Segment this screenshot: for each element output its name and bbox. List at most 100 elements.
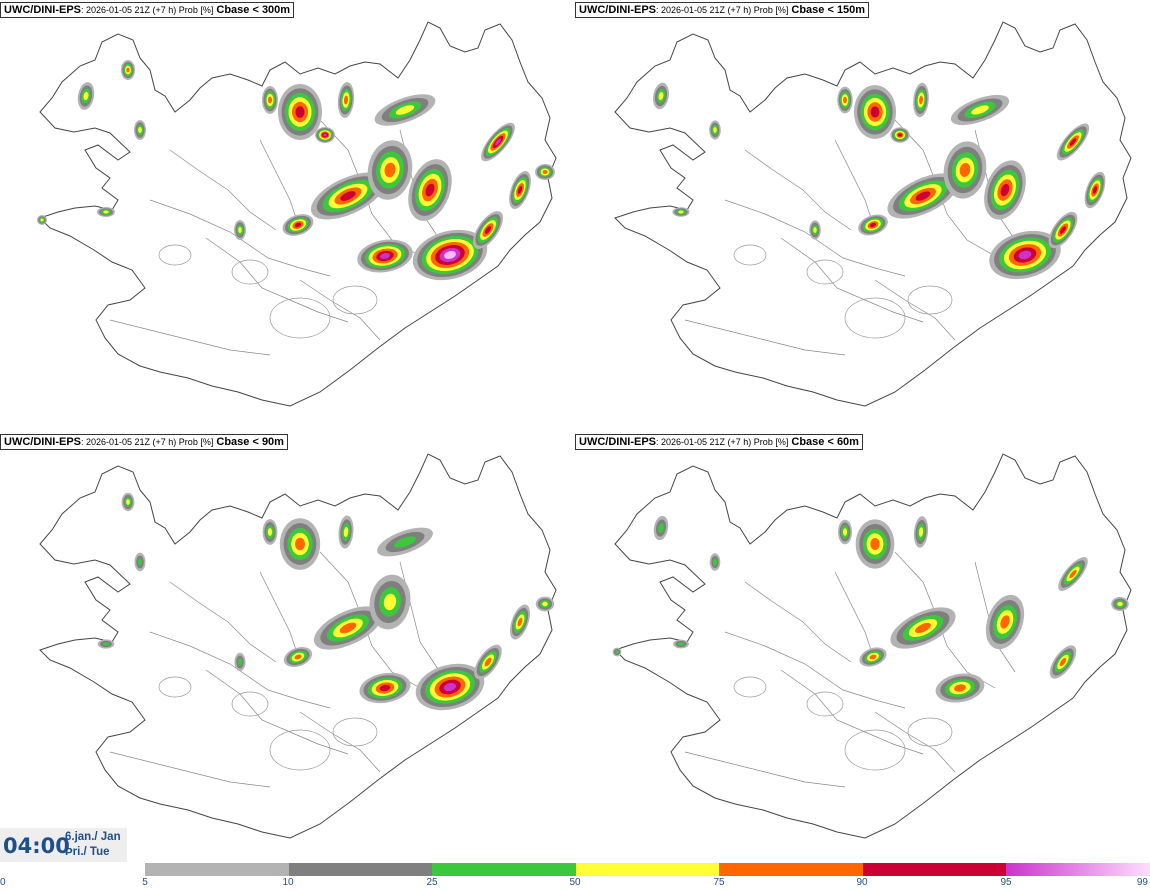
legend-tick: 0: [0, 877, 6, 888]
model-name: UWC/DINI-EPS: [4, 4, 81, 16]
glacier-outline: [269, 729, 331, 771]
border-line: [724, 199, 906, 277]
map-panel-60: UWC/DINI-EPS: 2026-01-05 21Z (+7 h) Prob…: [575, 432, 1150, 862]
prob-contour: [1000, 615, 1010, 629]
model-name: UWC/DINI-EPS: [579, 4, 656, 16]
legend-swatch-90-95: [862, 863, 1007, 876]
basemap: [39, 453, 557, 839]
prob-contour: [425, 183, 435, 197]
panel-title: UWC/DINI-EPS: 2026-01-05 21Z (+7 h) Prob…: [575, 2, 870, 18]
border-line: [834, 571, 876, 663]
border-line: [299, 711, 381, 773]
legend-swatch-10-25: [288, 863, 433, 876]
prob-contour: [294, 654, 302, 660]
border-line: [259, 571, 301, 663]
panel-title: UWC/DINI-EPS: 2026-01-05 21Z (+7 h) Prob…: [575, 434, 863, 450]
glacier-outline: [332, 285, 378, 315]
prob-contour: [870, 106, 880, 118]
legend-swatch-5-10: [145, 863, 289, 876]
prob-contour: [379, 684, 391, 692]
prob-contour: [237, 658, 243, 666]
prob-contour: [915, 622, 931, 634]
variable-label: Cbase < 90m: [216, 436, 284, 448]
prob-contour: [103, 210, 109, 214]
prob-contour: [383, 593, 397, 611]
border-line: [149, 631, 331, 709]
prob-contour: [1018, 250, 1032, 260]
prob-contour: [268, 96, 272, 104]
prob-contour: [384, 162, 396, 178]
prob-contour: [918, 527, 924, 537]
prob-contour: [138, 127, 142, 133]
prob-contour: [954, 684, 966, 692]
border-line: [780, 237, 924, 323]
run-info: : 2026-01-05 21Z (+7 h) Prob [%]: [656, 437, 789, 447]
iceland-map-300: [37, 21, 557, 407]
panel-title: UWC/DINI-EPS: 2026-01-05 21Z (+7 h) Prob…: [0, 434, 288, 450]
prob-contour: [677, 642, 685, 646]
prob-contour: [1059, 226, 1067, 234]
probability-field: [612, 515, 1129, 703]
prob-contour: [971, 105, 989, 115]
glacier-outline: [907, 717, 953, 747]
valid-date: 6.jan./ Jan: [65, 831, 121, 843]
border-line: [874, 711, 956, 773]
border-line: [109, 751, 271, 788]
border-line: [149, 199, 331, 277]
basemap: [614, 21, 1132, 407]
legend-ticks: 0 5 10 25 50 75 90 95 99: [0, 877, 1150, 891]
glacier-outline: [332, 717, 378, 747]
iceland-map-60: [612, 453, 1132, 839]
probability-field: [653, 82, 1106, 280]
coastline: [614, 453, 1132, 839]
variable-label: Cbase < 300m: [216, 4, 291, 16]
probability-field: [97, 492, 555, 711]
prob-contour: [843, 96, 847, 104]
prob-contour: [295, 537, 305, 551]
glacier-outline: [733, 676, 767, 698]
prob-contour: [343, 95, 349, 105]
iceland-map-150: [614, 21, 1132, 407]
legend-tick: 10: [282, 877, 294, 888]
prob-contour: [443, 682, 457, 692]
prob-contour: [40, 218, 44, 222]
prob-contour: [1069, 138, 1077, 146]
run-info: : 2026-01-05 21Z (+7 h) Prob [%]: [656, 5, 789, 15]
prob-contour: [380, 253, 390, 259]
prob-contour: [294, 222, 302, 228]
legend-tick: 95: [1000, 877, 1012, 888]
prob-contour: [238, 227, 242, 233]
legend-tick: 25: [426, 877, 438, 888]
prob-contour: [484, 657, 492, 667]
prob-contour: [813, 227, 817, 233]
prob-contour: [517, 617, 523, 627]
basemap: [39, 21, 557, 407]
prob-contour: [102, 642, 110, 646]
valid-weekday: Þri./ Tue: [65, 846, 110, 858]
prob-contour: [615, 650, 619, 654]
map-panel-150: UWC/DINI-EPS: 2026-01-05 21Z (+7 h) Prob…: [575, 0, 1150, 430]
border-line: [205, 237, 349, 323]
map-panel-300: UWC/DINI-EPS: 2026-01-05 21Z (+7 h) Prob…: [0, 0, 575, 430]
glacier-outline: [269, 297, 331, 339]
prob-contour: [1092, 186, 1098, 194]
prob-contour: [126, 67, 130, 73]
iceland-map-90: [39, 453, 557, 839]
prob-contour: [394, 536, 416, 548]
glacier-outline: [231, 259, 269, 285]
model-name: UWC/DINI-EPS: [4, 436, 81, 448]
prob-contour: [713, 127, 717, 133]
map-panel-90: UWC/DINI-EPS: 2026-01-05 21Z (+7 h) Prob…: [0, 432, 575, 862]
basemap: [614, 453, 1132, 839]
glacier-outline: [158, 676, 192, 698]
legend-tick: 75: [713, 877, 725, 888]
legend-tick: 99: [1136, 877, 1148, 888]
border-line: [780, 669, 924, 755]
border-line: [169, 149, 277, 231]
prob-contour: [323, 133, 327, 137]
border-line: [259, 139, 301, 231]
border-line: [109, 319, 271, 356]
border-line: [169, 581, 277, 663]
prob-contour: [915, 191, 931, 201]
prob-contour: [919, 95, 923, 105]
